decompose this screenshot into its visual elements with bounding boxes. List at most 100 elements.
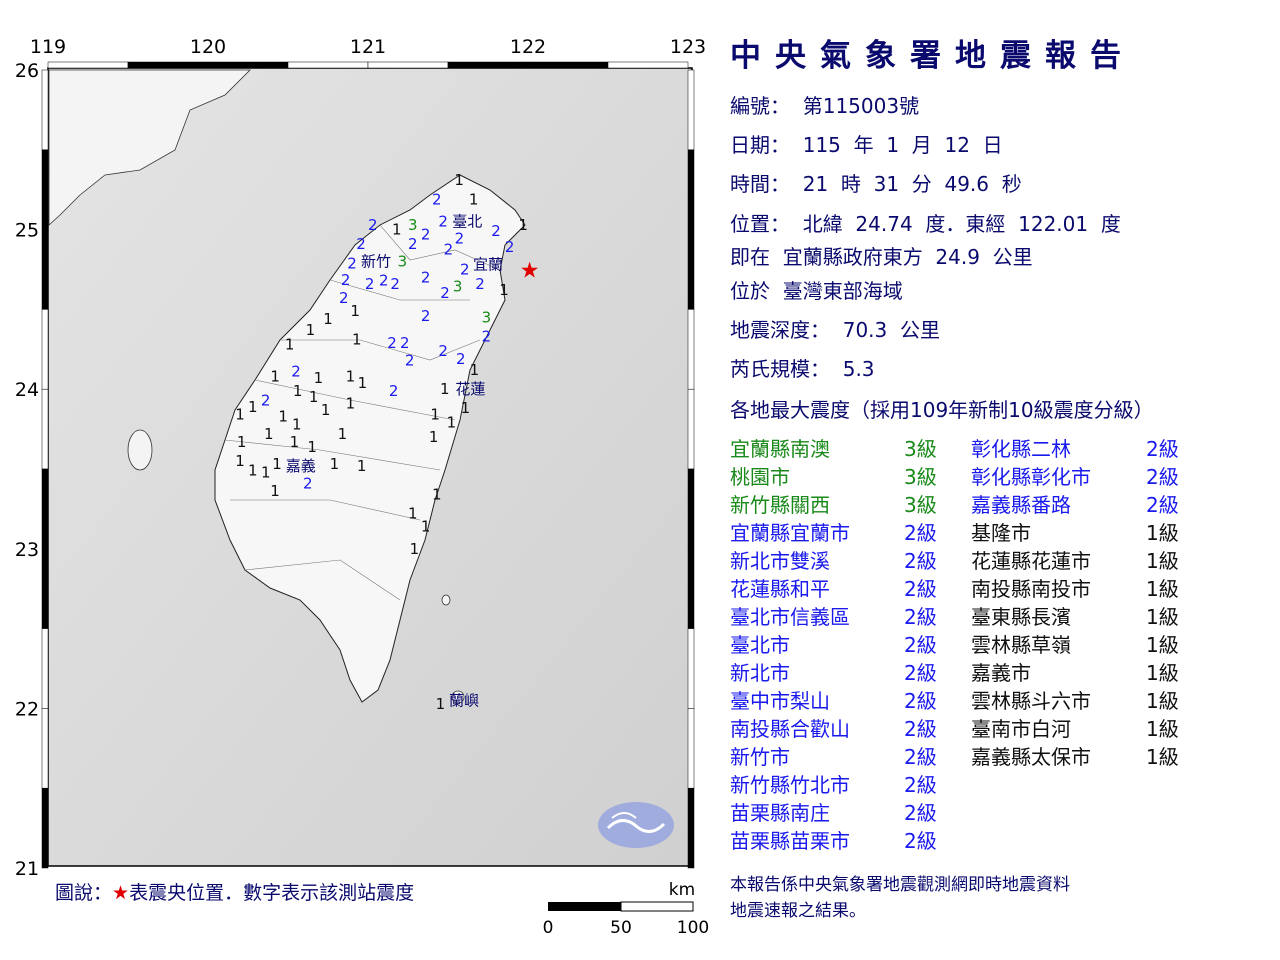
label: 即在	[730, 245, 770, 269]
intensity-place: 宜蘭縣南澳	[730, 437, 830, 461]
frame-bar-segment	[41, 787, 49, 869]
scale-unit: km	[669, 880, 695, 900]
lon-tick-label: 121	[350, 36, 386, 58]
intensity-level: 2級	[904, 717, 937, 741]
lon-tick-label: 122	[510, 36, 546, 58]
frame-bar-segment	[687, 468, 695, 550]
station-intensity: 1	[270, 367, 280, 385]
station-intensity: 3	[482, 308, 492, 326]
label: 時間：	[730, 172, 790, 196]
green-island	[441, 594, 451, 606]
station-intensity: 2	[390, 275, 400, 293]
station-intensity: 2	[365, 275, 375, 293]
lat-tick-label: 26	[15, 60, 39, 82]
label: 芮氏規模：	[730, 357, 830, 381]
station-intensity: 2	[421, 268, 431, 286]
place-label: 花蓮	[455, 380, 485, 398]
station-intensity: 2	[368, 216, 378, 234]
station-intensity: 2	[387, 334, 397, 352]
intensity-place: 臺北市	[730, 633, 790, 657]
frame-bar-segment	[41, 229, 49, 310]
station-intensity: 1	[518, 216, 528, 234]
intensity-level: 1級	[1146, 745, 1179, 769]
station-intensity: 2	[421, 225, 431, 243]
label: 地震深度：	[730, 318, 830, 342]
intensity-place: 新竹縣關西	[730, 493, 830, 517]
station-intensity: 2	[341, 271, 351, 289]
label: 位置：	[730, 212, 790, 236]
station-intensity: 2	[356, 235, 366, 253]
legend-star-icon: ★	[112, 882, 130, 904]
scale-label-50: 50	[610, 918, 632, 938]
intensity-level: 2級	[904, 829, 937, 853]
intensity-level: 1級	[1146, 549, 1179, 573]
taiwan-island	[214, 174, 526, 703]
intensity-place: 嘉義縣番路	[971, 493, 1071, 517]
intensity-level: 3級	[904, 465, 937, 489]
lat-tick-label: 23	[15, 539, 39, 561]
intensity-level: 2級	[904, 577, 937, 601]
place-label: 新竹	[361, 253, 391, 271]
intensity-level: 2級	[904, 521, 937, 545]
intensity-level: 3級	[904, 493, 937, 517]
intensity-place: 苗栗縣苗栗市	[730, 829, 850, 853]
station-intensity: 1	[357, 457, 367, 475]
intensity-place: 花蓮縣花蓮市	[971, 549, 1091, 573]
intensity-level: 2級	[904, 745, 937, 769]
intensity-heading: 各地最大震度（採用109年新制10級震度分級）	[730, 398, 1154, 422]
station-intensity: 1	[410, 540, 420, 558]
map-legend: 圖說：★表震央位置．數字表示該測站震度	[55, 878, 414, 905]
station-intensity: 1	[358, 374, 368, 392]
report-number: 編號： 第115003號	[730, 90, 919, 119]
frame-bar-segment	[687, 548, 695, 629]
value: 21 時 31 分 49.6 秒	[802, 172, 1022, 196]
intensity-place: 新竹縣竹北市	[730, 773, 850, 797]
station-intensity: 1	[248, 398, 258, 416]
report-relative-location: 即在 宜蘭縣政府東方 24.9 公里	[730, 241, 1033, 270]
station-intensity: 1	[470, 361, 480, 379]
legend-prefix: 圖說：	[55, 882, 113, 904]
report-location: 位置： 北緯 24.74 度．東經 122.01 度	[730, 208, 1121, 237]
station-intensity: 1	[499, 281, 509, 299]
station-intensity: 1	[469, 190, 479, 208]
report-title: 中央氣象署地震報告	[730, 38, 1135, 74]
intensity-level: 3級	[904, 437, 937, 461]
station-intensity: 1	[235, 452, 245, 470]
station-intensity: 1	[338, 425, 348, 443]
intensity-level: 1級	[1146, 661, 1179, 685]
station-intensity: 1	[270, 482, 280, 500]
label: 位於	[730, 279, 770, 303]
station-intensity: 1	[392, 221, 402, 239]
place-label: 蘭嶼	[449, 691, 479, 709]
intensity-level: 1級	[1146, 605, 1179, 629]
station-intensity: 1	[346, 367, 356, 385]
place-label: 嘉義	[286, 457, 316, 475]
county-borders	[224, 224, 501, 601]
station-intensity: 1	[421, 517, 431, 535]
station-intensity: 2	[475, 275, 485, 293]
value: 70.3 公里	[842, 318, 940, 342]
intensity-place: 彰化縣彰化市	[971, 465, 1091, 489]
frame-bar-segment	[41, 388, 49, 470]
intensity-level: 2級	[904, 689, 937, 713]
station-intensity: 1	[346, 395, 356, 413]
station-intensity: 2	[491, 222, 501, 240]
place-label: 臺北	[452, 213, 482, 231]
report-date: 日期： 115 年 1 月 12 日	[730, 129, 1003, 158]
station-intensity: 1	[408, 505, 418, 523]
intensity-place: 南投縣南投市	[971, 577, 1091, 601]
frame-bar-segment	[687, 229, 695, 310]
lon-tick-label: 123	[670, 36, 706, 58]
station-intensity: 1	[429, 428, 439, 446]
frame-bar-segment	[41, 628, 49, 709]
intensity-level: 2級	[904, 633, 937, 657]
frame-bar-segment	[41, 468, 49, 550]
station-intensity: 1	[461, 399, 471, 417]
frame-bar-segment	[687, 708, 695, 789]
map-border-bars	[41, 61, 695, 869]
intensity-place: 嘉義市	[971, 661, 1031, 685]
station-intensity: 1	[272, 455, 282, 473]
legend-text: 表震央位置．數字表示該測站震度	[129, 882, 415, 904]
